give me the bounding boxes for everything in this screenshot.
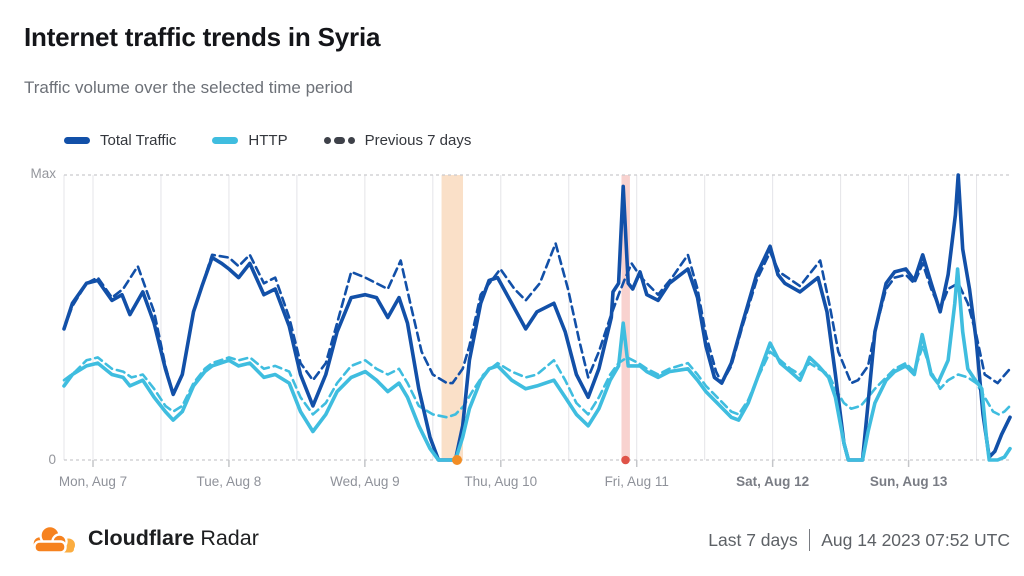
total-traffic-swatch-icon [64, 136, 90, 144]
legend-item-total-traffic[interactable]: Total Traffic [64, 132, 176, 149]
legend-label-previous-7-days: Previous 7 days [364, 131, 472, 149]
x-axis-label: Sun, Aug 13 [870, 474, 948, 489]
brand-radar: Radar [200, 525, 259, 550]
x-axis-label: Thu, Aug 10 [464, 474, 537, 489]
outage-band [441, 175, 464, 460]
traffic-line-chart[interactable]: Mon, Aug 7 Tue, Aug 8 Wed, Aug 9 Thu, Aug 1… [0, 0, 1024, 505]
page-subtitle: Traffic volume over the selected time pe… [24, 78, 353, 97]
x-axis-label: Wed, Aug 9 [330, 474, 400, 489]
anomaly-band [621, 175, 630, 460]
previous-7-days-swatch-icon [323, 136, 355, 144]
x-axis-label: Mon, Aug 7 [59, 474, 127, 489]
legend-item-http[interactable]: HTTP [212, 131, 288, 149]
date-range-label: Last 7 days [708, 529, 798, 550]
timestamp-label: Aug 14 2023 07:52 UTC [821, 529, 1010, 550]
cloudflare-radar-logo[interactable]: Cloudflare Radar [30, 520, 259, 556]
chart-legend: Total Traffic HTTP Previous 7 days [64, 130, 471, 150]
cloudflare-cloud-icon [31, 524, 75, 554]
http-swatch-icon [212, 136, 239, 144]
brand-text: Cloudflare Radar [88, 526, 259, 551]
y-axis-max-label: Max [30, 166, 56, 181]
x-axis-label: Fri, Aug 11 [605, 474, 669, 489]
page-title: Internet traffic trends in Syria [24, 22, 381, 52]
series-http [62, 267, 1012, 462]
x-axis-label: Tue, Aug 8 [197, 474, 262, 489]
y-axis-zero-label: 0 [48, 452, 56, 467]
legend-label-http: HTTP [248, 131, 288, 149]
anomaly-band-marker-dot [621, 455, 630, 465]
legend-label-total-traffic: Total Traffic [100, 131, 177, 149]
brand-cloudflare: Cloudflare [88, 525, 195, 550]
footer-meta: Last 7 days Aug 14 2023 07:52 UTC [708, 527, 1010, 553]
series-previous-7-days-http- [62, 344, 1012, 419]
series-total-traffic [62, 173, 1012, 462]
legend-item-previous-7-days[interactable]: Previous 7 days [323, 131, 472, 149]
x-axis-label: Sat, Aug 12 [736, 474, 809, 489]
footer-divider [808, 529, 811, 551]
outage-band-marker-dot [452, 455, 463, 465]
